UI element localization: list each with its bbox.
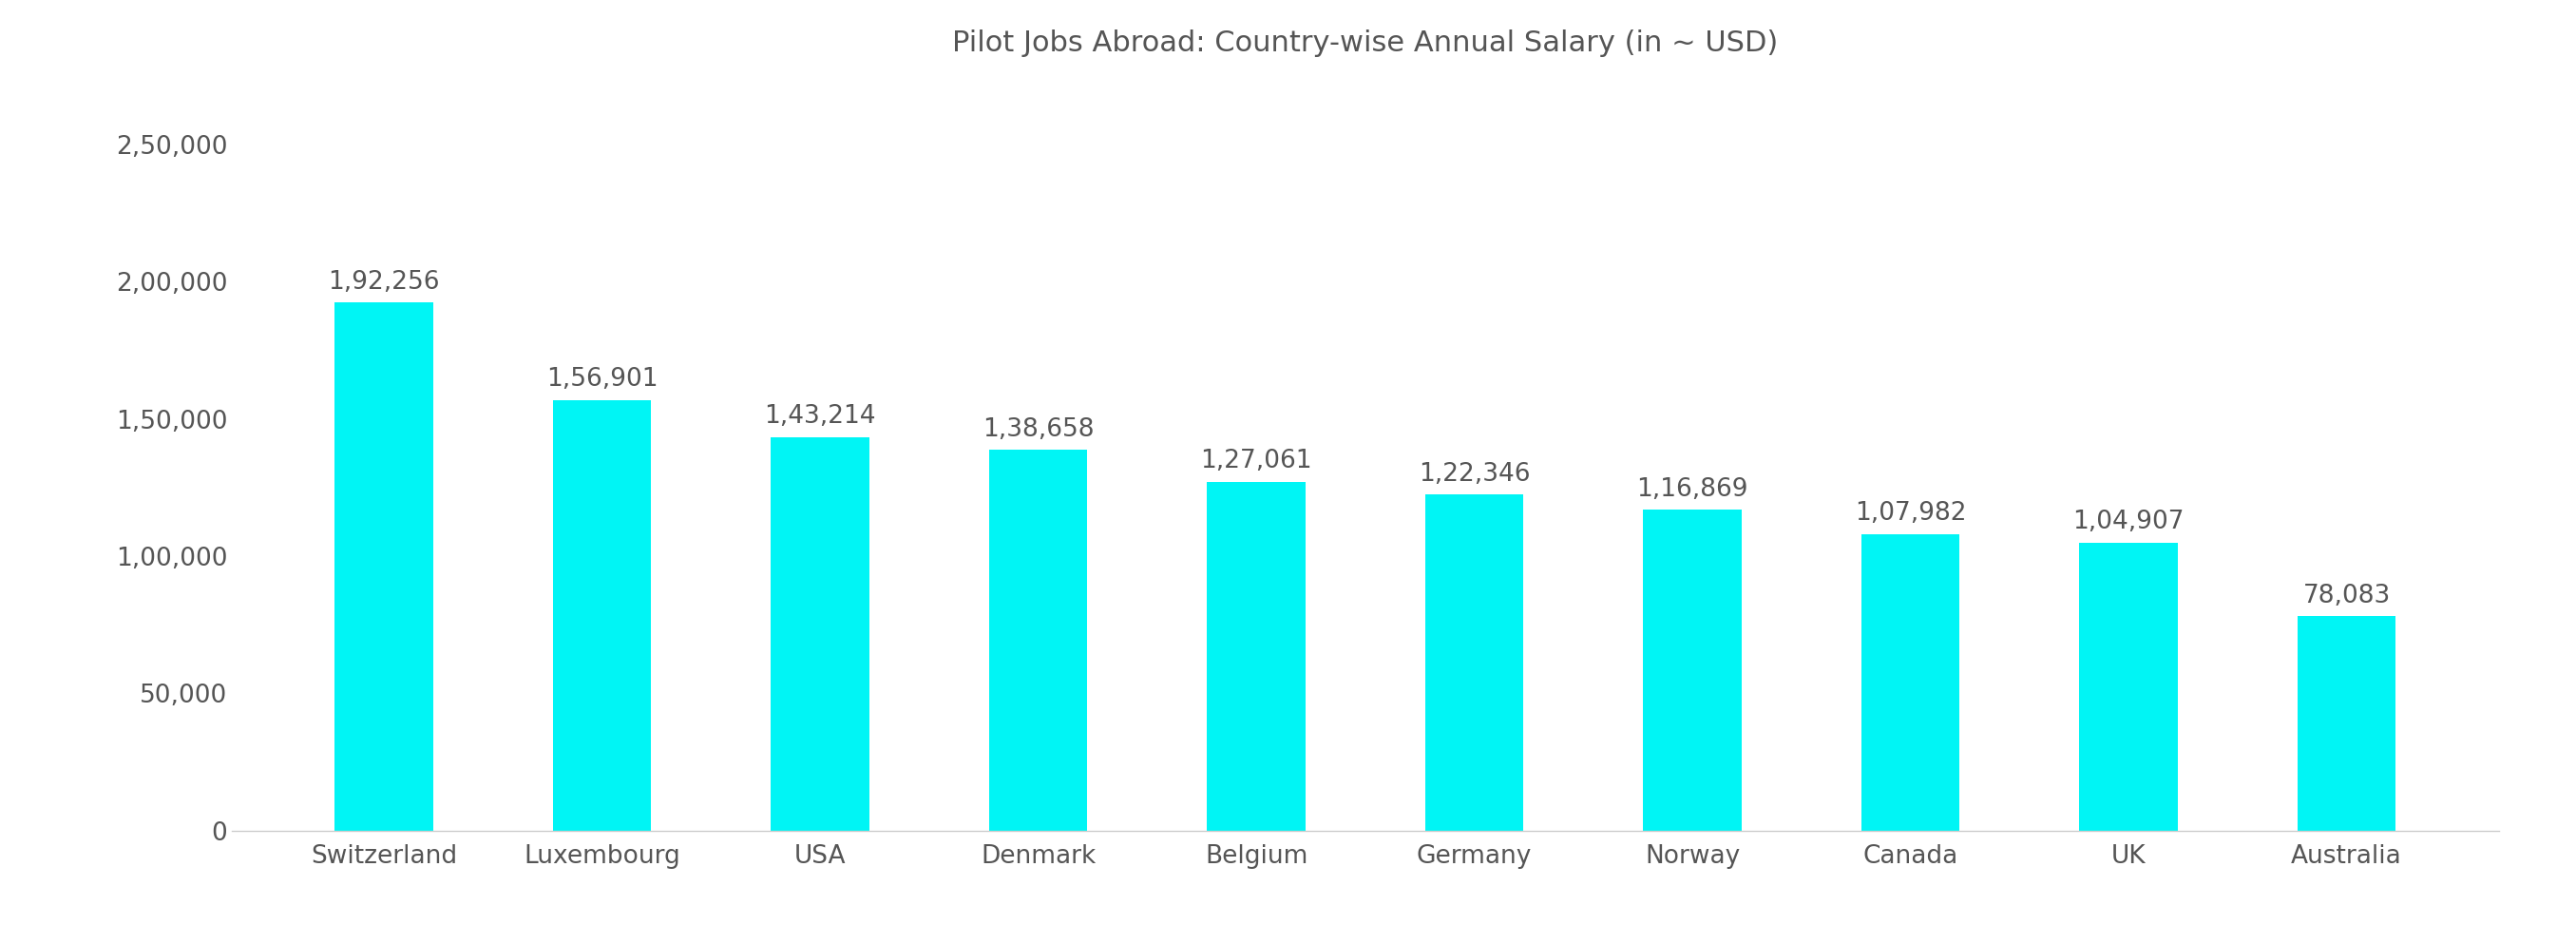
Text: 78,083: 78,083: [2303, 583, 2391, 608]
Bar: [989, 450, 1087, 831]
Text: 1,07,982: 1,07,982: [1855, 501, 1965, 526]
Text: 1,38,658: 1,38,658: [981, 417, 1095, 442]
Bar: [2298, 616, 2396, 831]
Text: 1,27,061: 1,27,061: [1200, 448, 1311, 474]
Text: 1,56,901: 1,56,901: [546, 367, 657, 392]
Text: 1,92,256: 1,92,256: [327, 270, 440, 295]
Bar: [554, 400, 652, 831]
Bar: [1208, 481, 1306, 831]
Bar: [1862, 534, 1960, 831]
Text: 1,43,214: 1,43,214: [765, 404, 876, 430]
Text: 1,22,346: 1,22,346: [1419, 462, 1530, 486]
Text: 1,16,869: 1,16,869: [1636, 477, 1749, 501]
Bar: [2079, 543, 2177, 831]
Bar: [1425, 495, 1522, 831]
Title: Pilot Jobs Abroad: Country-wise Annual Salary (in ~ USD): Pilot Jobs Abroad: Country-wise Annual S…: [953, 30, 1777, 58]
Bar: [770, 437, 868, 831]
Text: 1,04,907: 1,04,907: [2074, 510, 2184, 534]
Bar: [335, 303, 433, 831]
Bar: [1643, 510, 1741, 831]
